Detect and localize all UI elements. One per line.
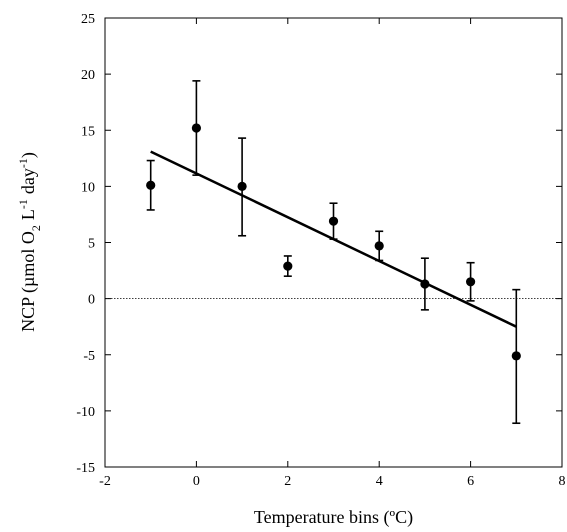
y-tick-label-8: 25	[81, 12, 95, 27]
x-tick-label-4: 6	[467, 474, 474, 489]
error-bars-layer	[146, 80, 521, 425]
x-tick-label-0: -2	[99, 474, 111, 489]
y-tick-label-7: 20	[81, 68, 95, 83]
data-points-layer	[146, 123, 521, 361]
x-axis-title: Temperature bins (ºC)	[254, 507, 413, 528]
plot-frame	[104, 17, 563, 468]
y-tick-label-6: 15	[81, 124, 95, 139]
y-axis-title-suffix: )	[18, 152, 39, 158]
y-axis-title-liter: L	[18, 209, 38, 220]
data-point-6	[420, 279, 430, 289]
x-axis-ticks: -2 0 2 4 6 8	[99, 18, 566, 489]
y-axis-title-liter-superscript: -1	[16, 199, 30, 209]
y-tick-label-2: -5	[83, 349, 95, 364]
data-point-5	[374, 241, 384, 251]
y-tick-label-3: 0	[88, 293, 95, 308]
data-point-0	[146, 180, 156, 190]
data-point-1	[191, 123, 201, 133]
x-tick-label-1: 0	[193, 474, 200, 489]
data-point-3	[283, 261, 293, 271]
y-tick-label-1: -10	[76, 405, 95, 420]
y-axis-ticks: -15 -10 -5 0 5 10 15 20 25	[76, 12, 562, 476]
x-tick-label-2: 2	[284, 474, 291, 489]
y-tick-label-4: 5	[88, 237, 95, 252]
data-point-2	[237, 181, 247, 191]
y-tick-label-5: 10	[81, 180, 95, 195]
y-axis-title-o2-subscript: 2	[29, 225, 43, 231]
data-point-4	[328, 216, 339, 226]
data-point-7	[466, 277, 476, 287]
y-axis-title-prefix: NCP (µmol O	[18, 231, 39, 332]
y-tick-label-0: -15	[76, 461, 95, 476]
data-point-8	[511, 351, 521, 361]
x-tick-label-3: 4	[376, 474, 383, 489]
x-tick-label-5: 8	[559, 474, 566, 489]
y-axis-title-day: day	[18, 168, 38, 194]
y-axis-title: NCP (µmol O2L-1day-1)	[16, 152, 43, 332]
y-axis-title-day-superscript: -1	[16, 158, 30, 168]
